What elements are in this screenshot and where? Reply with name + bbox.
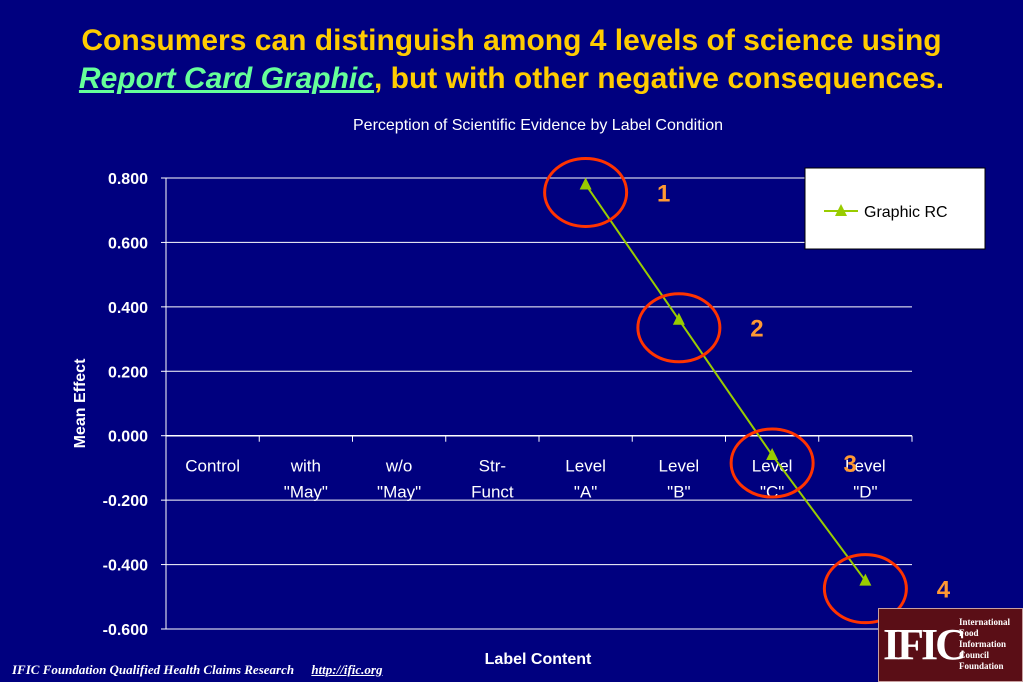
logo-word: Council: [959, 650, 990, 660]
x-tick-label: Level: [752, 457, 793, 476]
logo-mark: IFIC: [883, 620, 967, 669]
chart-title: Perception of Scientific Evidence by Lab…: [353, 117, 723, 134]
callout-label: 2: [750, 316, 763, 343]
logo-word: Food: [959, 628, 979, 638]
legend-swatch-marker: [835, 204, 847, 216]
callout-circle: [729, 427, 815, 499]
x-tick-label: "B": [667, 483, 690, 502]
y-tick-label: -0.400: [103, 558, 148, 575]
x-tick-label: Level: [845, 457, 886, 476]
legend-label: Graphic RC: [864, 204, 948, 221]
data-point: [859, 573, 872, 586]
x-tick-label: w/o: [385, 457, 412, 476]
y-tick-label: -0.600: [103, 622, 148, 639]
y-tick-label: 0.000: [108, 429, 148, 446]
y-tick-label: 0.800: [108, 171, 148, 188]
data-point: [672, 312, 685, 325]
x-axis-label: Label Content: [485, 651, 592, 668]
y-tick-label: 0.600: [108, 235, 148, 252]
callout-label: 1: [657, 180, 670, 207]
x-tick-label: "May": [284, 483, 328, 502]
x-tick-label: Funct: [471, 483, 514, 502]
title-line-1: Consumers can distinguish among 4 levels…: [81, 24, 942, 57]
logo-word: Information: [959, 639, 1006, 649]
callout-circle: [636, 292, 722, 364]
report-card-graphic-text: Report Card Graphic: [78, 62, 374, 95]
x-tick-label: "A": [574, 483, 597, 502]
x-tick-label: "D": [853, 483, 877, 502]
data-point: [579, 177, 592, 190]
x-tick-label: Level: [659, 457, 700, 476]
x-tick-label: "May": [377, 483, 421, 502]
x-tick-label: Control: [185, 457, 240, 476]
logo-words: International Food Information Council F…: [959, 617, 1010, 672]
x-tick-label: with: [290, 457, 321, 476]
series-line-graphic-rc: [584, 183, 867, 582]
y-tick-label: -0.200: [103, 493, 148, 510]
callout-label: 3: [843, 451, 856, 478]
footer: IFIC Foundation Qualified Health Claims …: [12, 662, 382, 678]
title-line-2-rest: , but with other negative consequences.: [373, 62, 945, 95]
footer-text: IFIC Foundation Qualified Health Claims …: [12, 662, 295, 677]
data-point: [766, 448, 779, 461]
logo-word: International: [959, 617, 1011, 627]
y-tick-label: 0.400: [108, 300, 148, 317]
title-line-2: Report Card Graphic, but with other nega…: [0, 60, 1023, 98]
legend-box: [804, 167, 986, 250]
y-tick-label: 0.200: [108, 364, 148, 381]
y-axis-label: Mean Effect: [72, 358, 89, 448]
callout-circle: [543, 156, 629, 228]
x-tick-label: Level: [565, 457, 606, 476]
x-tick-label: Str-: [479, 457, 506, 476]
callout-label: 4: [937, 577, 951, 604]
callout-circle: [822, 553, 908, 625]
slide-title: Consumers can distinguish among 4 levels…: [0, 22, 1023, 98]
logo-word: Foundation: [959, 661, 1004, 671]
x-tick-label: "C": [760, 483, 784, 502]
ific-logo: IFIC International Food Information Coun…: [878, 608, 1023, 682]
footer-link[interactable]: http://ific.org: [311, 662, 383, 677]
